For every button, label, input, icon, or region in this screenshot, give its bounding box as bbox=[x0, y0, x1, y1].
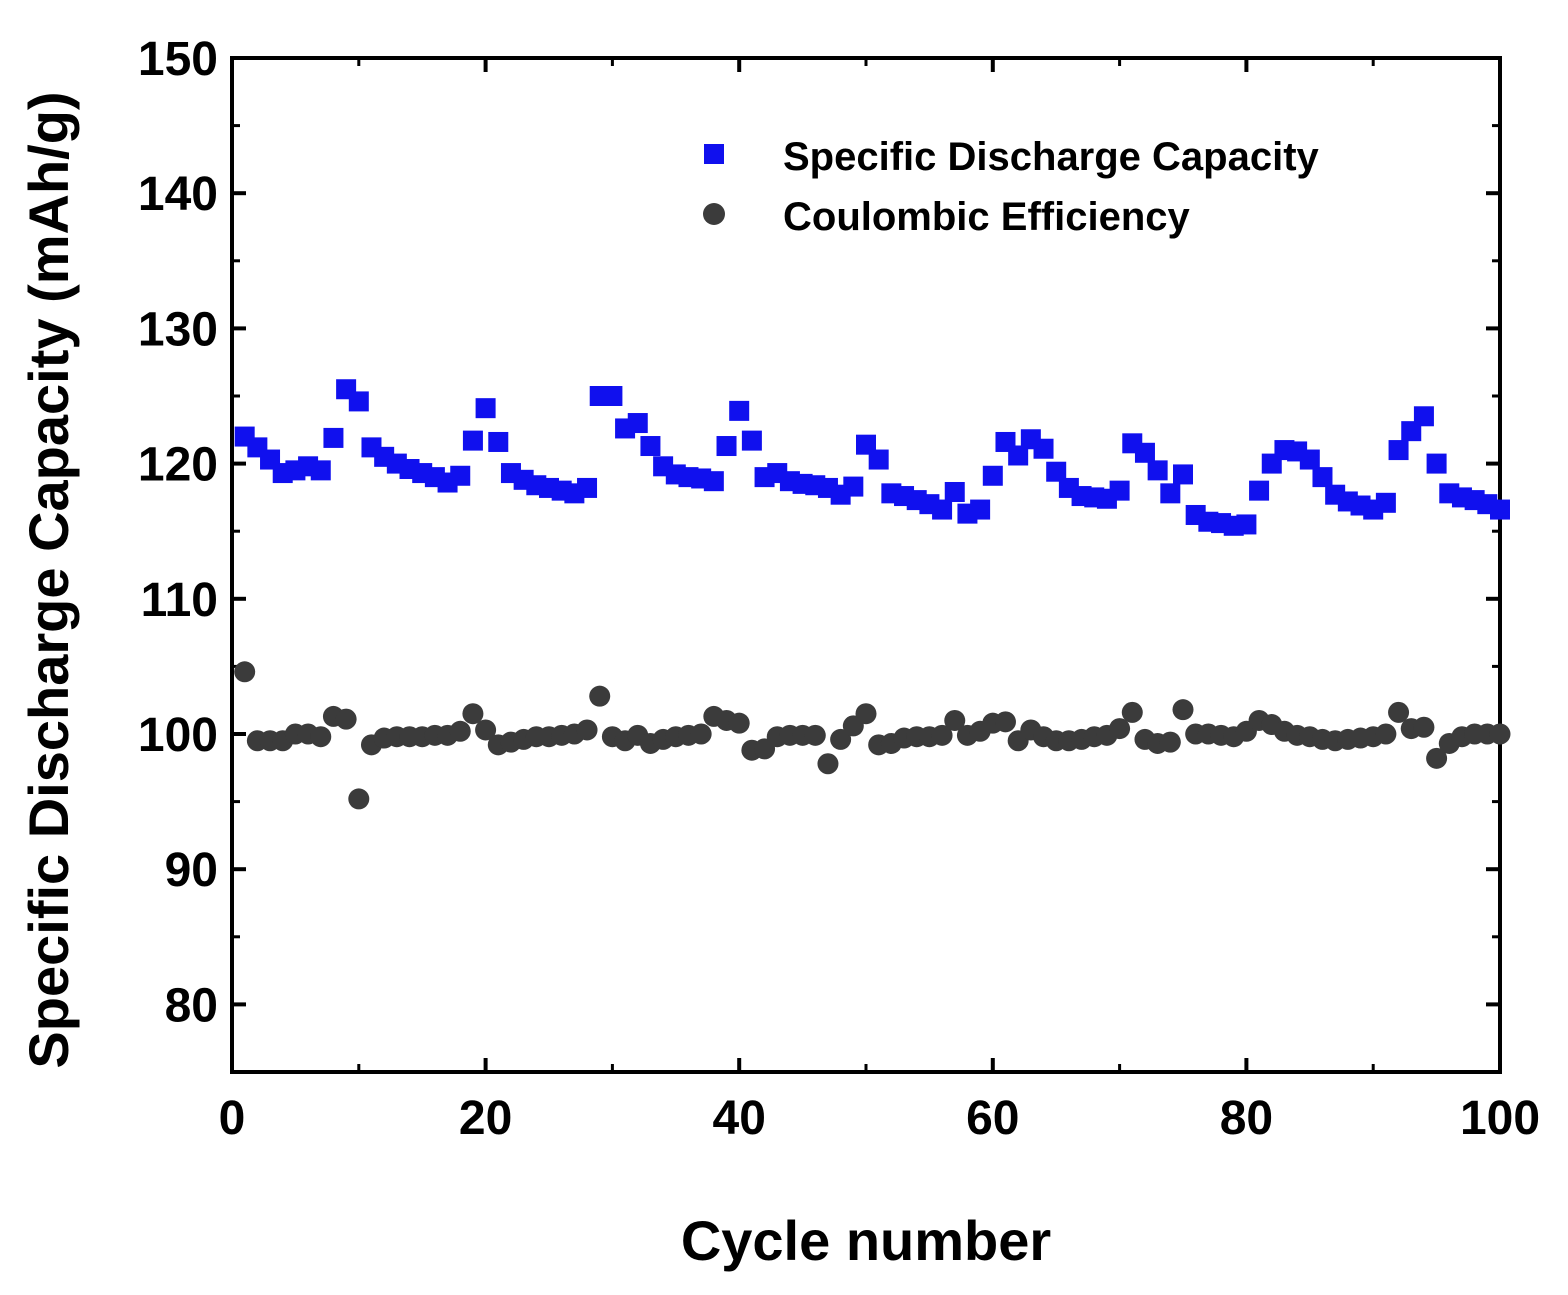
capacity-point bbox=[602, 386, 623, 406]
capacity-point bbox=[703, 471, 724, 492]
efficiency-point bbox=[1121, 701, 1143, 723]
x-tick-label: 40 bbox=[713, 1092, 766, 1145]
efficiency-point bbox=[335, 708, 357, 730]
x-tick-label: 100 bbox=[1460, 1092, 1540, 1145]
capacity-point bbox=[868, 449, 889, 470]
capacity-point bbox=[323, 427, 344, 448]
efficiency-point bbox=[1489, 723, 1511, 745]
x-tick-label: 80 bbox=[1220, 1092, 1273, 1145]
legend-label-capacity: Specific Discharge Capacity bbox=[783, 135, 1320, 179]
efficiency-point bbox=[1426, 747, 1448, 769]
y-tick-label: 90 bbox=[165, 844, 218, 897]
legend-marker-capacity bbox=[704, 144, 724, 164]
efficiency-point bbox=[1388, 701, 1410, 723]
efficiency-point bbox=[1413, 716, 1435, 738]
efficiency-point bbox=[1172, 699, 1194, 721]
tick-labels: 0 20 40 60 80 100 80 90 100 110 120 130 140 150 bbox=[138, 33, 1540, 1145]
capacity-point bbox=[577, 477, 598, 498]
capacity-point bbox=[982, 465, 1003, 486]
x-tick-label: 60 bbox=[966, 1092, 1019, 1145]
efficiency-point bbox=[310, 726, 332, 748]
capacity-point bbox=[843, 476, 864, 497]
capacity-point bbox=[462, 430, 483, 451]
efficiency-series bbox=[234, 661, 1511, 810]
y-tick-label: 80 bbox=[165, 979, 218, 1032]
legend-label-efficiency: Coulombic Efficiency bbox=[783, 195, 1190, 239]
efficiency-point bbox=[449, 720, 471, 742]
legend: Specific Discharge Capacity Coulombic Ef… bbox=[703, 135, 1320, 239]
capacity-point bbox=[1147, 460, 1168, 481]
efficiency-point bbox=[1375, 723, 1397, 745]
efficiency-point bbox=[475, 719, 497, 741]
y-axis-title: Specific Discharge Capacity (mAh/g) bbox=[17, 91, 80, 1068]
capacity-point bbox=[1490, 499, 1510, 520]
x-tick-label: 20 bbox=[459, 1092, 512, 1145]
capacity-point bbox=[1236, 514, 1257, 535]
capacity-point bbox=[1160, 483, 1181, 504]
x-axis-title: Cycle number bbox=[681, 1209, 1051, 1272]
efficiency-point bbox=[1159, 731, 1181, 753]
efficiency-point bbox=[804, 724, 826, 746]
capacity-point bbox=[1312, 467, 1333, 488]
efficiency-point bbox=[1109, 718, 1131, 740]
capacity-point bbox=[1426, 453, 1447, 474]
y-tick-label: 120 bbox=[138, 439, 218, 492]
efficiency-point bbox=[931, 724, 953, 746]
capacity-point bbox=[627, 413, 648, 434]
capacity-point bbox=[932, 499, 953, 520]
y-tick-label: 140 bbox=[138, 168, 218, 221]
capacity-point bbox=[944, 481, 965, 502]
capacity-point bbox=[475, 398, 496, 419]
efficiency-point bbox=[944, 709, 966, 731]
y-tick-label: 100 bbox=[138, 709, 218, 762]
efficiency-point bbox=[348, 788, 370, 810]
capacity-point bbox=[640, 436, 661, 457]
y-tick-label: 130 bbox=[138, 303, 218, 356]
capacity-point bbox=[1109, 480, 1130, 501]
data-series bbox=[234, 379, 1511, 810]
efficiency-point bbox=[576, 719, 598, 741]
capacity-point bbox=[348, 391, 369, 412]
capacity-point bbox=[1173, 464, 1193, 485]
legend-marker-efficiency bbox=[703, 203, 725, 225]
efficiency-point bbox=[462, 703, 484, 725]
axis-ticks bbox=[230, 56, 1502, 1074]
y-tick-label: 110 bbox=[141, 574, 218, 627]
capacity-point bbox=[1249, 480, 1270, 501]
capacity-point bbox=[1375, 492, 1396, 513]
capacity-point bbox=[488, 431, 509, 452]
capacity-series bbox=[234, 379, 1510, 536]
capacity-point bbox=[716, 436, 737, 457]
capacity-point bbox=[1033, 438, 1054, 459]
capacity-point bbox=[1008, 445, 1029, 466]
capacity-point bbox=[1134, 442, 1155, 463]
capacity-point bbox=[970, 499, 991, 520]
efficiency-point bbox=[690, 723, 712, 745]
efficiency-point bbox=[234, 661, 256, 683]
capacity-point bbox=[729, 400, 750, 421]
capacity-point bbox=[1413, 406, 1434, 427]
capacity-point bbox=[1046, 461, 1067, 482]
capacity-point bbox=[1388, 440, 1409, 461]
efficiency-point bbox=[855, 703, 877, 725]
efficiency-point bbox=[589, 685, 611, 707]
capacity-point bbox=[741, 430, 762, 451]
capacity-point bbox=[450, 465, 471, 486]
x-tick-label: 0 bbox=[219, 1092, 246, 1145]
efficiency-point bbox=[728, 712, 750, 734]
capacity-point bbox=[1299, 449, 1320, 470]
capacity-point bbox=[310, 460, 331, 481]
y-tick-label: 150 bbox=[138, 33, 218, 86]
efficiency-point bbox=[994, 711, 1016, 733]
efficiency-point bbox=[817, 753, 839, 775]
efficiency-point bbox=[830, 728, 852, 750]
